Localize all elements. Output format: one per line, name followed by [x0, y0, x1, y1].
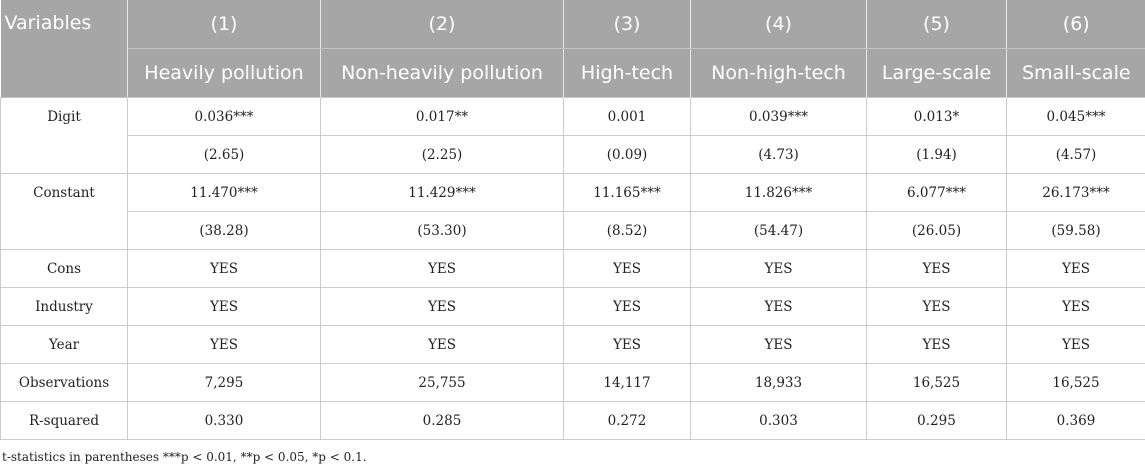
- table-cell: (1.94): [866, 135, 1007, 174]
- table-cell: YES: [690, 249, 867, 288]
- row-label-observations: Observations: [0, 363, 128, 402]
- header-model-6: (6): [1006, 0, 1145, 49]
- table-row-industry: Industry YES YES YES YES YES YES: [0, 287, 1145, 326]
- header-model-3: (3): [563, 0, 691, 49]
- header-subsample-4: Non-high-tech: [690, 48, 867, 98]
- table-row-digit-coef: Digit 0.036*** 0.017** 0.001 0.039*** 0.…: [0, 97, 1145, 174]
- table-cell: 0.303: [690, 401, 867, 440]
- table-cell: 16,525: [866, 363, 1007, 402]
- row-label-constant: Constant: [0, 173, 128, 250]
- table-cell: 0.369: [1006, 401, 1145, 440]
- table-footnote: t-statistics in parentheses ***p < 0.01,…: [2, 450, 367, 464]
- header-subsample-5: Large-scale: [866, 48, 1007, 98]
- row-label-digit: Digit: [0, 97, 128, 174]
- table-cell: YES: [563, 325, 691, 364]
- table-cell: 14,117: [563, 363, 691, 402]
- table-cell: YES: [690, 325, 867, 364]
- table-cell: 6.077***: [866, 173, 1007, 212]
- row-label-r-squared: R-squared: [0, 401, 128, 440]
- table-cell: 11.470***: [127, 173, 321, 212]
- table-row-r-squared: R-squared 0.330 0.285 0.272 0.303 0.295 …: [0, 401, 1145, 440]
- table-cell: YES: [127, 287, 321, 326]
- table-cell: 7,295: [127, 363, 321, 402]
- table-cell: 0.285: [320, 401, 564, 440]
- table-cell: (59.58): [1006, 211, 1145, 250]
- table-cell: 0.045***: [1006, 97, 1145, 136]
- table-cell: YES: [563, 249, 691, 288]
- table-header: Variables (1) (2) (3) (4) (5) (6) Heavil…: [0, 0, 1145, 98]
- table-cell: 0.039***: [690, 97, 867, 136]
- table-body: Digit 0.036*** 0.017** 0.001 0.039*** 0.…: [0, 97, 1145, 440]
- table-row-constant-tstat: (38.28) (53.30) (8.52) (54.47) (26.05) (…: [1, 211, 1145, 250]
- table-cell: (38.28): [127, 211, 321, 250]
- header-row-model-numbers: Variables (1) (2) (3) (4) (5) (6): [0, 0, 1145, 98]
- table-cell: YES: [1006, 287, 1145, 326]
- header-model-5: (5): [866, 0, 1007, 49]
- regression-table: Variables (1) (2) (3) (4) (5) (6) Heavil…: [0, 0, 1145, 440]
- table-cell: YES: [1006, 249, 1145, 288]
- header-model-4: (4): [690, 0, 867, 49]
- row-label-cons: Cons: [0, 249, 128, 288]
- header-subsample-2: Non-heavily pollution: [320, 48, 564, 98]
- table-cell: (8.52): [563, 211, 691, 250]
- table-cell: (54.47): [690, 211, 867, 250]
- table-cell: 11.826***: [690, 173, 867, 212]
- table-cell: YES: [866, 287, 1007, 326]
- table-cell: (53.30): [320, 211, 564, 250]
- table-cell: 25,755: [320, 363, 564, 402]
- row-label-year: Year: [0, 325, 128, 364]
- header-subsample-1: Heavily pollution: [127, 48, 321, 98]
- row-label-industry: Industry: [0, 287, 128, 326]
- header-model-1: (1): [127, 0, 321, 49]
- table-row-cons: Cons YES YES YES YES YES YES: [0, 249, 1145, 288]
- table-cell: 26.173***: [1006, 173, 1145, 212]
- header-row-subsamples: Heavily pollution Non-heavily pollution …: [1, 48, 1145, 98]
- table-row-year: Year YES YES YES YES YES YES: [0, 325, 1145, 364]
- table-cell: YES: [1006, 325, 1145, 364]
- table-cell: 0.001: [563, 97, 691, 136]
- header-variables: Variables: [0, 0, 128, 98]
- table-cell: YES: [127, 249, 321, 288]
- table-cell: 0.295: [866, 401, 1007, 440]
- table-cell: (4.73): [690, 135, 867, 174]
- table-row-digit-tstat: (2.65) (2.25) (0.09) (4.73) (1.94) (4.57…: [1, 135, 1145, 174]
- table-cell: YES: [690, 287, 867, 326]
- table-cell: 0.036***: [127, 97, 321, 136]
- header-model-2: (2): [320, 0, 564, 49]
- table-cell: (2.25): [320, 135, 564, 174]
- table-cell: 11.165***: [563, 173, 691, 212]
- header-subsample-3: High-tech: [563, 48, 691, 98]
- table-cell: YES: [320, 249, 564, 288]
- table-row-observations: Observations 7,295 25,755 14,117 18,933 …: [0, 363, 1145, 402]
- table-cell: 0.272: [563, 401, 691, 440]
- table-cell: (26.05): [866, 211, 1007, 250]
- table-cell: 16,525: [1006, 363, 1145, 402]
- header-subsample-6: Small-scale: [1006, 48, 1145, 98]
- table-cell: (4.57): [1006, 135, 1145, 174]
- table-cell: 0.330: [127, 401, 321, 440]
- table-cell: 18,933: [690, 363, 867, 402]
- table-row-constant-coef: Constant 11.470*** 11.429*** 11.165*** 1…: [0, 173, 1145, 250]
- table-cell: YES: [320, 287, 564, 326]
- table-cell: YES: [563, 287, 691, 326]
- table-cell: 11.429***: [320, 173, 564, 212]
- table-cell: YES: [320, 325, 564, 364]
- table-cell: YES: [127, 325, 321, 364]
- table-cell: YES: [866, 325, 1007, 364]
- table-cell: YES: [866, 249, 1007, 288]
- table-cell: (0.09): [563, 135, 691, 174]
- table-cell: (2.65): [127, 135, 321, 174]
- table-cell: 0.013*: [866, 97, 1007, 136]
- table-cell: 0.017**: [320, 97, 564, 136]
